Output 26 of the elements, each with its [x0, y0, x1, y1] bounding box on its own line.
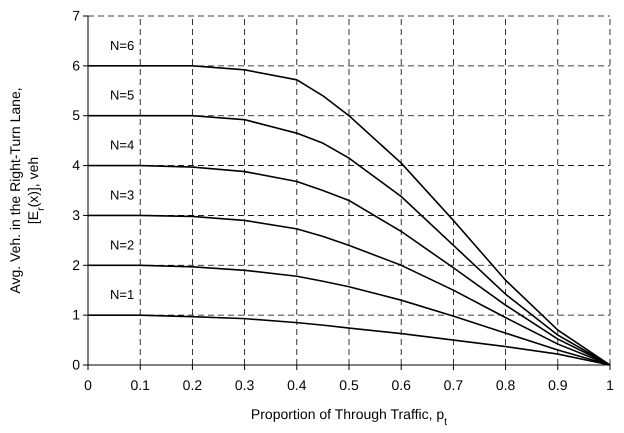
x-tick-label: 1	[606, 376, 614, 393]
x-tick-label: 0.5	[339, 376, 359, 393]
x-tick-label: 0.1	[130, 376, 150, 393]
y-tick-label: 6	[72, 57, 80, 74]
y-tick-label: 2	[72, 256, 80, 273]
y-tick-label: 4	[72, 157, 80, 174]
series-label: N=1	[110, 287, 134, 302]
x-axis-title: Proportion of Through Traffic, p$_{t}$	[250, 406, 448, 428]
x-tick-label: 0.3	[234, 376, 255, 393]
y-tick-label: 5	[72, 107, 80, 124]
y-tick-label: 0	[72, 356, 80, 372]
x-tick-label: 0.7	[444, 376, 464, 393]
y-tick-label: 3	[72, 206, 80, 223]
x-tick-label: 0	[84, 376, 92, 393]
y-tick-label: 1	[72, 306, 80, 323]
y-tick-label: 7	[72, 7, 80, 24]
series-label: N=2	[110, 237, 134, 252]
x-tick-label: 0.4	[287, 376, 307, 393]
series-label: N=5	[110, 88, 134, 103]
x-tick-label: 0.6	[391, 376, 412, 393]
x-tick-label: 0.2	[182, 376, 202, 393]
x-tick-label: 0.9	[548, 376, 568, 393]
series-label: N=6	[110, 38, 134, 53]
series-label: N=4	[110, 138, 134, 153]
series-label: N=3	[110, 187, 134, 202]
x-tick-label: 0.8	[496, 376, 516, 393]
